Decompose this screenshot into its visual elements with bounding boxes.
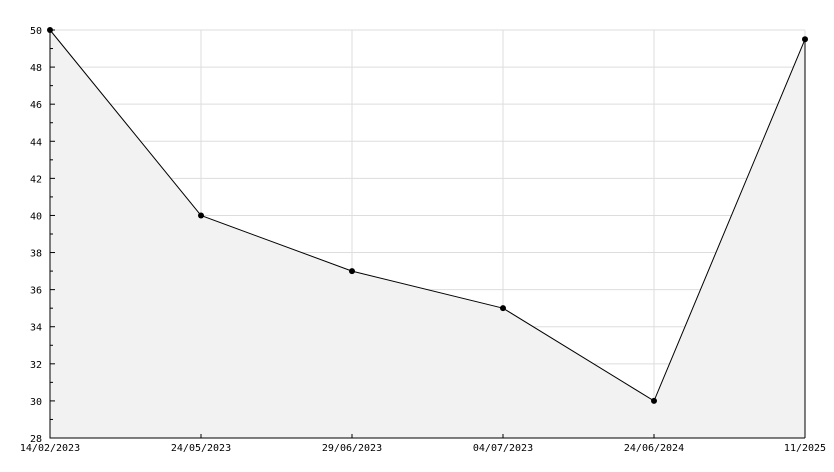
data-point	[349, 268, 355, 275]
y-tick-label: 36	[30, 286, 42, 297]
y-tick-label: 34	[30, 323, 42, 334]
data-point	[651, 397, 657, 404]
y-tick-label: 42	[30, 174, 42, 185]
x-tick-label: 24/06/2024	[624, 443, 684, 454]
area-fill	[50, 30, 805, 438]
y-tick-label: 38	[30, 249, 42, 260]
y-tick-label: 50	[30, 26, 42, 37]
x-tick-label: 29/06/2023	[322, 443, 382, 454]
y-tick-label: 30	[30, 397, 42, 408]
y-tick-label: 46	[30, 100, 42, 111]
x-tick-label: 14/02/2023	[20, 443, 80, 454]
x-tick-label: 24/05/2023	[171, 443, 231, 454]
y-tick-label: 44	[30, 137, 42, 148]
y-tick-label: 28	[30, 434, 42, 445]
data-point	[802, 36, 808, 43]
y-tick-label: 32	[30, 360, 42, 371]
x-tick-label: 11/2025	[784, 443, 826, 454]
data-point	[47, 27, 53, 33]
series-line	[49, 29, 806, 402]
x-tick-label: 04/07/2023	[473, 443, 533, 454]
y-tick-label: 40	[30, 211, 42, 222]
data-point	[198, 212, 204, 219]
y-tick-label: 48	[30, 63, 42, 74]
data-point	[500, 305, 506, 312]
